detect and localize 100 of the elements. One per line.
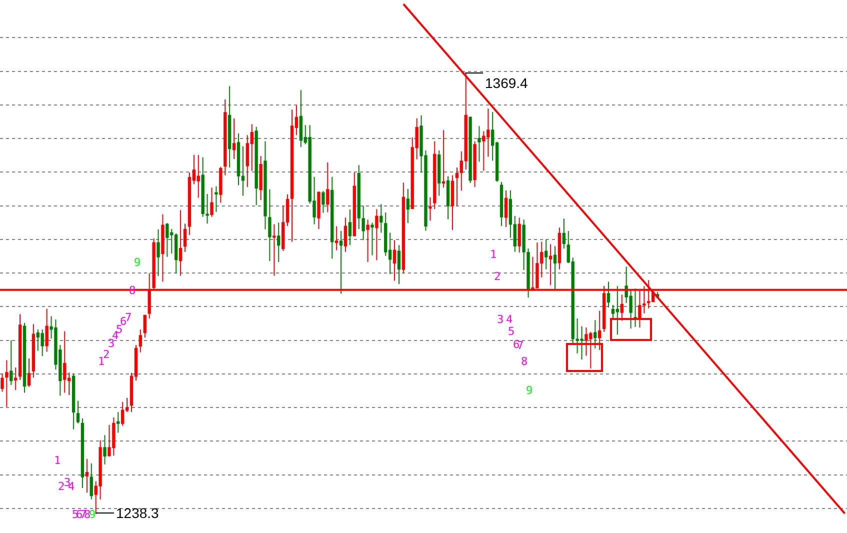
annotation: 7 xyxy=(517,339,524,352)
candlestick xyxy=(224,99,227,176)
candlestick xyxy=(428,196,432,222)
candlestick xyxy=(40,329,44,357)
annotation: 6 xyxy=(120,315,127,328)
candlestick xyxy=(277,222,280,262)
candlestick xyxy=(232,118,236,160)
candlestick xyxy=(548,244,552,286)
annotation: 9 xyxy=(89,508,96,521)
annotation: 1 xyxy=(490,248,497,261)
candlestick xyxy=(397,244,401,285)
candlestick xyxy=(166,222,169,258)
candlestick xyxy=(228,86,232,168)
candlestick xyxy=(366,219,370,262)
candlestick xyxy=(290,109,294,242)
candlestick xyxy=(22,322,26,394)
candlestick xyxy=(544,238,548,270)
candlestick xyxy=(32,324,36,378)
candlestick xyxy=(72,373,76,430)
candlestick xyxy=(156,228,160,277)
candlestick xyxy=(322,190,325,214)
candlestick xyxy=(143,314,146,338)
candlestick xyxy=(518,217,521,254)
candlestick xyxy=(634,288,637,328)
candlestick xyxy=(562,218,566,250)
candlestick xyxy=(45,308,48,352)
candlestick xyxy=(402,182,406,274)
candlestick xyxy=(326,162,330,213)
candlestick xyxy=(406,188,410,224)
annotation: 7 xyxy=(125,311,132,324)
candlestick xyxy=(264,140,267,230)
candlestick xyxy=(63,330,66,394)
annotation: 2 xyxy=(103,348,110,361)
candlestick xyxy=(90,462,93,500)
candlestick xyxy=(121,401,124,426)
candlestick xyxy=(27,358,31,388)
candlestick xyxy=(254,126,258,206)
candlestick xyxy=(504,190,508,228)
annotation: 1 xyxy=(98,355,105,368)
candlestick xyxy=(616,286,620,336)
annotation: 4 xyxy=(112,329,119,342)
annotation: 2 xyxy=(58,480,65,493)
candlestick xyxy=(433,140,436,210)
candlestick xyxy=(352,172,356,236)
annotation: 2 xyxy=(494,270,501,283)
candlestick xyxy=(80,418,84,488)
candlestick xyxy=(370,222,374,256)
candlestick xyxy=(317,190,320,230)
candlestick xyxy=(210,187,214,218)
candlestick xyxy=(478,126,481,162)
candlestick xyxy=(450,174,454,231)
annotation: 1238.3 xyxy=(116,505,160,521)
candlestick xyxy=(103,434,106,465)
candlestick xyxy=(268,188,272,262)
candlestick xyxy=(594,320,597,349)
annotation: 9 xyxy=(526,384,533,397)
annotation: 5 xyxy=(508,325,515,338)
annotation: 1 xyxy=(54,454,61,467)
candlestick xyxy=(161,214,164,282)
annotation: 5 xyxy=(116,323,123,336)
annotation: 6 xyxy=(513,338,520,351)
candlestick xyxy=(455,166,459,206)
candlestick xyxy=(468,116,472,184)
annotation: 9 xyxy=(134,256,141,269)
annotation: 3 xyxy=(497,313,504,326)
candlestick xyxy=(0,373,4,392)
candlestick xyxy=(259,156,262,201)
candlestick xyxy=(375,208,378,261)
candlestick xyxy=(116,411,120,434)
candlestick xyxy=(183,223,187,252)
candlestick xyxy=(85,458,89,494)
annotation: 4 xyxy=(506,313,513,326)
candlestick xyxy=(174,232,178,274)
candlestick xyxy=(446,176,450,220)
candlestick xyxy=(380,204,383,234)
candlestick xyxy=(178,210,182,276)
candlestick xyxy=(558,227,562,270)
candlestick xyxy=(219,166,222,204)
annotation: 4 xyxy=(68,480,75,493)
candlestick xyxy=(5,360,8,408)
candlestick xyxy=(500,181,504,226)
candlestick xyxy=(330,176,334,260)
candlestick xyxy=(553,246,557,291)
candlestick xyxy=(334,226,338,251)
candlestick xyxy=(196,154,200,198)
candlestick xyxy=(438,150,441,196)
candlestick xyxy=(214,186,218,212)
candlestick xyxy=(348,209,352,246)
candlestick xyxy=(344,217,348,252)
candlestick xyxy=(392,240,396,282)
candlestick xyxy=(442,130,446,188)
candlestick xyxy=(473,140,476,188)
candlestick xyxy=(606,281,610,308)
candlestick xyxy=(598,310,602,351)
candlestick xyxy=(18,314,22,380)
candlestick xyxy=(620,294,624,322)
candlestick xyxy=(14,367,18,391)
annotation: 1369.4 xyxy=(485,75,528,91)
candlestick xyxy=(272,224,276,276)
annotation: 8 xyxy=(84,508,91,521)
